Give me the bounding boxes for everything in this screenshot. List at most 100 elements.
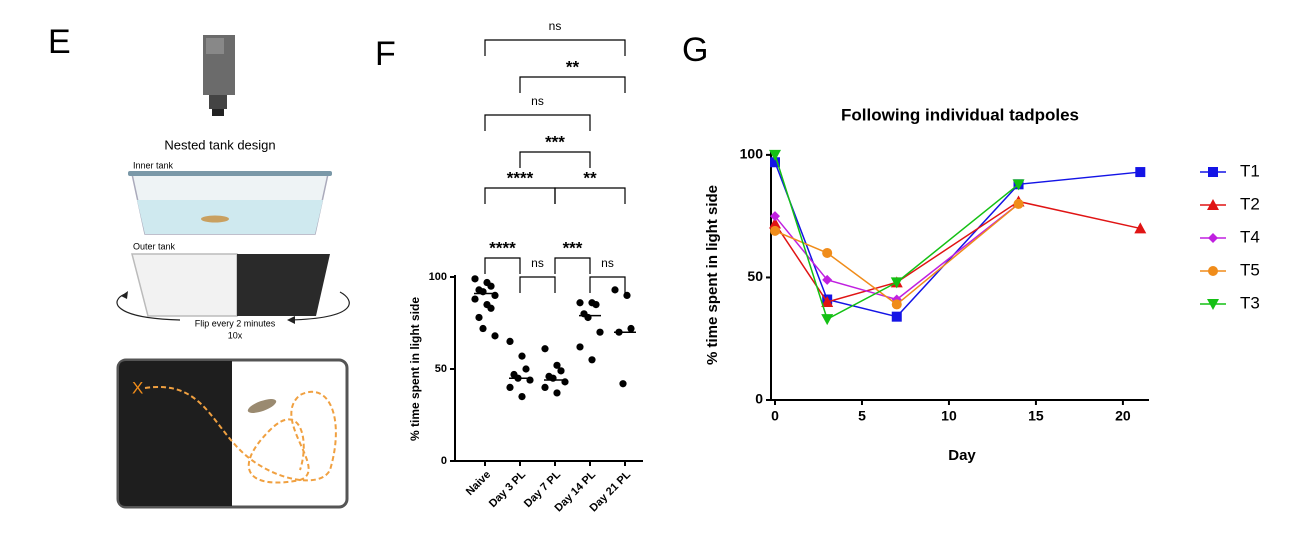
data-point	[471, 295, 479, 303]
marker	[770, 211, 780, 222]
y-axis-label: % time spent in light side	[704, 185, 721, 365]
data-point	[619, 380, 627, 388]
marker	[1207, 299, 1219, 310]
marker	[1134, 222, 1147, 234]
data-point	[487, 282, 495, 290]
significance-bracket	[589, 276, 626, 293]
significance-bracket	[519, 151, 591, 168]
marker	[891, 299, 902, 310]
significance-bracket	[484, 39, 626, 56]
data-point	[518, 352, 526, 360]
flip-arrow	[116, 293, 181, 321]
significance-label: **	[566, 57, 580, 76]
flip-label: Flip every 2 minutes	[195, 318, 276, 328]
y-tick-label: 50	[747, 268, 763, 284]
swim-path	[144, 385, 337, 484]
legend-label: T4	[1240, 227, 1260, 246]
camera-lens	[209, 95, 227, 109]
legend-label: T1	[1240, 161, 1260, 180]
data-point	[487, 304, 495, 312]
panel-letter: E	[48, 23, 71, 61]
x-tick-label: 10	[941, 408, 957, 424]
diagram-title: Nested tank design	[164, 137, 275, 152]
outer-tank-dark	[237, 254, 330, 316]
significance-label: ns	[601, 256, 614, 270]
marker	[1208, 266, 1218, 276]
flip-arrow	[289, 291, 350, 321]
inner-label: Inner tank	[133, 160, 174, 170]
significance-bracket	[554, 187, 626, 204]
marker	[1135, 167, 1146, 178]
marker	[890, 277, 903, 289]
x-tick-label: 5	[858, 408, 866, 424]
marker	[891, 311, 902, 322]
significance-bracket	[554, 257, 591, 274]
significance-label: **	[583, 168, 597, 187]
series-line	[774, 203, 1020, 306]
data-point	[475, 313, 483, 322]
marker	[770, 157, 780, 168]
data-point	[576, 299, 584, 307]
significance-label: ***	[545, 132, 565, 151]
x-tick-label: 20	[1115, 408, 1131, 424]
panel-letter: G	[682, 31, 708, 69]
legend-label: T5	[1240, 260, 1260, 279]
marker	[1012, 179, 1025, 191]
marker	[821, 314, 834, 326]
marker	[822, 247, 833, 258]
data-point	[491, 332, 499, 340]
significance-bracket	[484, 187, 556, 204]
data-point	[611, 286, 619, 294]
marker	[1208, 167, 1218, 177]
y-tick-label: 50	[435, 363, 447, 375]
significance-bracket	[484, 257, 521, 274]
camera-detail	[206, 38, 224, 54]
data-point	[541, 345, 549, 353]
x-tick-label: Day 3 PL	[487, 468, 529, 510]
data-point	[479, 324, 487, 333]
x-tick-label: 15	[1028, 408, 1044, 424]
x-axis-label: Day	[948, 447, 976, 464]
data-point	[576, 343, 584, 351]
data-point	[522, 365, 530, 373]
data-point	[588, 356, 596, 364]
outer-label: Outer tank	[133, 241, 176, 251]
data-point	[553, 389, 561, 397]
data-point	[596, 328, 604, 336]
y-tick-label: 0	[755, 391, 763, 407]
data-point	[623, 291, 631, 299]
marker	[822, 274, 833, 285]
legend-label: T2	[1240, 194, 1260, 213]
flip-count: 10x	[228, 330, 243, 340]
significance-label: ****	[507, 168, 534, 187]
significance-label: ***	[563, 238, 583, 257]
camera-lens	[212, 109, 224, 116]
significance-label: ns	[549, 19, 562, 33]
y-tick-label: 100	[740, 146, 764, 162]
marker	[821, 295, 834, 307]
arena-dark	[119, 361, 232, 506]
marker	[1208, 233, 1218, 243]
data-point	[592, 301, 600, 309]
significance-label: ns	[531, 94, 544, 108]
tank-rim	[128, 171, 332, 176]
tadpole	[201, 215, 229, 223]
significance-label: ****	[489, 238, 516, 257]
data-point	[518, 393, 526, 401]
x-tick-label: Naive	[464, 469, 493, 498]
series-line	[774, 154, 1020, 321]
x-tick-label: 0	[771, 408, 779, 424]
data-point	[506, 383, 514, 391]
panel-e: E Nested tank design Inner tank Outer ta…	[48, 23, 350, 509]
marker	[769, 217, 781, 229]
panel-letter: F	[375, 35, 396, 73]
y-axis-label: % time spent in light side	[408, 297, 422, 441]
y-tick-label: 100	[429, 271, 447, 283]
legend-label: T3	[1240, 293, 1260, 312]
significance-bracket	[519, 76, 626, 93]
marker	[770, 225, 780, 236]
significance-bracket	[519, 276, 556, 293]
chart-title: Following individual tadpoles	[841, 105, 1079, 124]
data-point	[557, 367, 565, 375]
